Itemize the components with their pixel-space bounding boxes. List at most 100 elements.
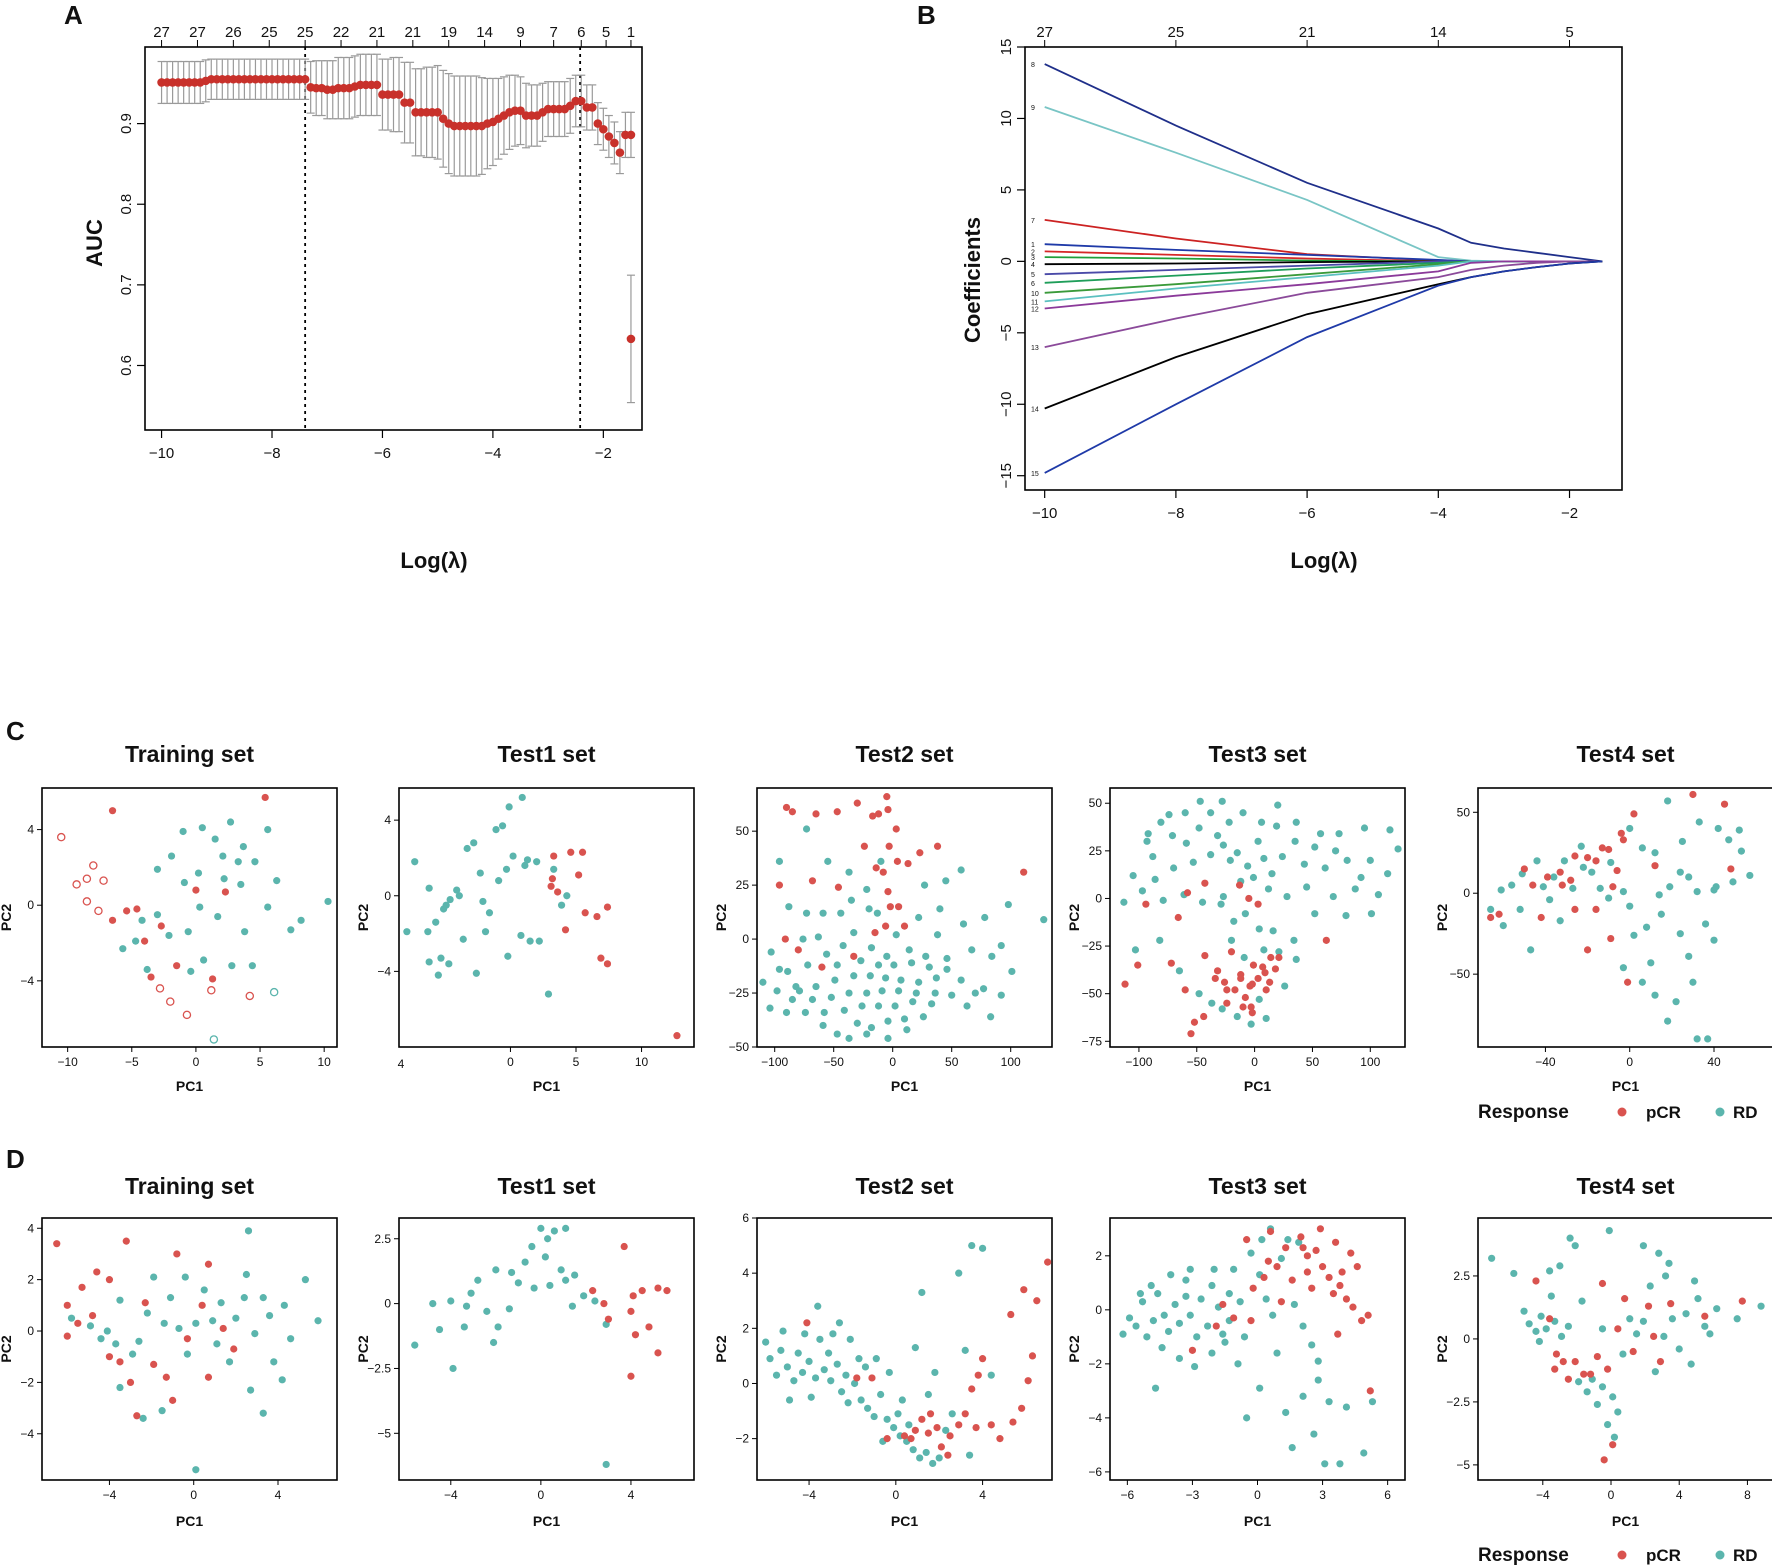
pca-xtick-label: −5 — [125, 1055, 139, 1069]
pca-ytick-label: 0 — [742, 1376, 749, 1390]
pca-ylabel: PC2 — [1434, 904, 1450, 931]
chart-b-xtick-label: −2 — [1561, 505, 1578, 522]
pca-point-rd — [1226, 856, 1234, 864]
pca-point-pcr — [1219, 1300, 1227, 1309]
pca-point-rd — [1342, 1403, 1351, 1411]
chart-b-ylabel: Coefficients — [960, 217, 985, 343]
pca-xtick-label: 4 — [1676, 1488, 1683, 1502]
pca-point-rd — [1694, 1295, 1702, 1303]
pca-point-pcr — [1282, 1244, 1290, 1252]
pca-point-rd — [1292, 818, 1300, 826]
pca-point-rd — [1499, 921, 1507, 930]
pca-point-rd — [183, 1350, 191, 1358]
pca-point-rd — [533, 858, 541, 866]
pca-point-rd — [784, 967, 792, 976]
pca-point-rd — [550, 1227, 558, 1235]
pca-point-rd — [1240, 1333, 1249, 1341]
pca-point-rd — [314, 1317, 322, 1325]
pca-point-rd — [807, 1393, 815, 1401]
chart-b-xtick-label: −10 — [1032, 505, 1057, 522]
pca-point-rd — [1701, 920, 1710, 928]
pca-point-pcr — [1571, 905, 1579, 914]
pca-point-rd — [884, 1034, 892, 1042]
pca-point-rd — [1729, 878, 1737, 886]
pca-point-pcr — [1592, 905, 1600, 914]
pca-point-rd — [226, 818, 235, 826]
pca-point-rd — [907, 959, 916, 967]
pca-point-pcr — [1619, 836, 1627, 844]
pca-point-rd — [1273, 1349, 1281, 1357]
pca-xtick-label: 0 — [538, 1488, 545, 1502]
pca-point-pcr — [1241, 993, 1249, 1002]
pca-point-pcr — [1259, 963, 1267, 971]
pca-point-rd — [857, 1396, 865, 1404]
pca-point-rd — [1646, 1282, 1654, 1290]
pca-point-pcr — [561, 926, 570, 934]
pca-point-pcr — [1529, 881, 1537, 889]
pca-panel-d-test2: Test2 set −4 0 4 −2 0 2 4 6 PC1 PC2 — [713, 1173, 1053, 1529]
pca-point-pcr — [1223, 986, 1231, 994]
pca-ytick-label: 4 — [742, 1266, 749, 1280]
pca-point-rd — [819, 909, 827, 917]
pca-point-pcr — [1358, 1317, 1366, 1325]
pca-point-rd — [1233, 1012, 1241, 1021]
pca-point-rd — [820, 1008, 828, 1017]
pca-point-pcr — [94, 906, 103, 916]
pca-point-rd — [518, 793, 526, 802]
pca-xtick-label-extra: 4 — [398, 1057, 405, 1071]
pca-point-rd — [1527, 946, 1535, 954]
pca-point-rd — [225, 1358, 234, 1366]
pca-point-pcr — [1237, 974, 1245, 983]
pca-point-rd — [1714, 824, 1722, 833]
pca-point-pcr — [578, 848, 587, 856]
pca-point-rd — [931, 989, 939, 997]
pca-point-rd — [1710, 936, 1718, 944]
pca-point-rd — [1725, 836, 1733, 844]
pca-point-rd — [987, 1371, 995, 1379]
pca-point-rd — [1537, 1312, 1545, 1320]
pca-point-pcr — [869, 812, 877, 820]
pca-point-pcr — [1288, 1276, 1296, 1284]
legend-d-pcr-marker — [1617, 1550, 1627, 1560]
pca-point-rd — [767, 948, 775, 956]
pca-xtick-label: −40 — [1535, 1055, 1556, 1069]
pca-xlabel: PC1 — [176, 1513, 203, 1529]
pca-xtick-label: 3 — [1319, 1488, 1326, 1502]
pca-point-rd — [878, 987, 886, 995]
pca-point-pcr — [974, 1371, 982, 1379]
pca-point-rd — [1125, 1314, 1134, 1322]
pca-point-rd — [1533, 857, 1541, 865]
pca-point-rd — [1198, 898, 1207, 906]
chart-a-point — [604, 132, 614, 141]
pca-point-rd — [424, 928, 432, 936]
pca-point-pcr — [575, 871, 583, 879]
pca-ytick-label: 2.5 — [374, 1232, 391, 1246]
pca-panel-c-test4: Test4 set −40 0 40 −50 0 50 PC1 PC2 — [1434, 741, 1772, 1094]
pca-point-rd — [1299, 1322, 1307, 1330]
pca-point-rd — [1241, 910, 1249, 918]
pca-point-rd — [1213, 832, 1222, 840]
pca-point-rd — [1136, 1290, 1144, 1298]
pca-ytick-label: 4 — [384, 813, 391, 827]
pca-point-rd — [965, 1451, 974, 1459]
pca-point-rd — [476, 869, 484, 877]
pca-xtick-label: −50 — [824, 1055, 845, 1069]
pca-point-rd — [447, 1297, 455, 1305]
pca-point-rd — [251, 1329, 259, 1338]
chart-b-ytick-label: −15 — [998, 463, 1015, 488]
chart-b-line-15 — [1044, 260, 1603, 474]
pca-point-rd — [1343, 856, 1351, 864]
pca-point-rd — [1186, 1311, 1194, 1319]
pca-point-rd — [602, 1460, 610, 1469]
pca-point-pcr — [782, 803, 791, 812]
pca-point-rd — [1254, 837, 1262, 845]
pca-point-pcr — [166, 997, 175, 1006]
pca-point-pcr — [63, 1332, 71, 1340]
pca-point-rd — [863, 885, 871, 894]
pca-point-rd — [1239, 809, 1247, 817]
pca-point-rd — [1159, 896, 1167, 904]
pca-point-rd — [827, 993, 835, 1001]
pca-point-rd — [919, 1013, 927, 1021]
chart-a-xtick-label: −2 — [595, 445, 612, 462]
